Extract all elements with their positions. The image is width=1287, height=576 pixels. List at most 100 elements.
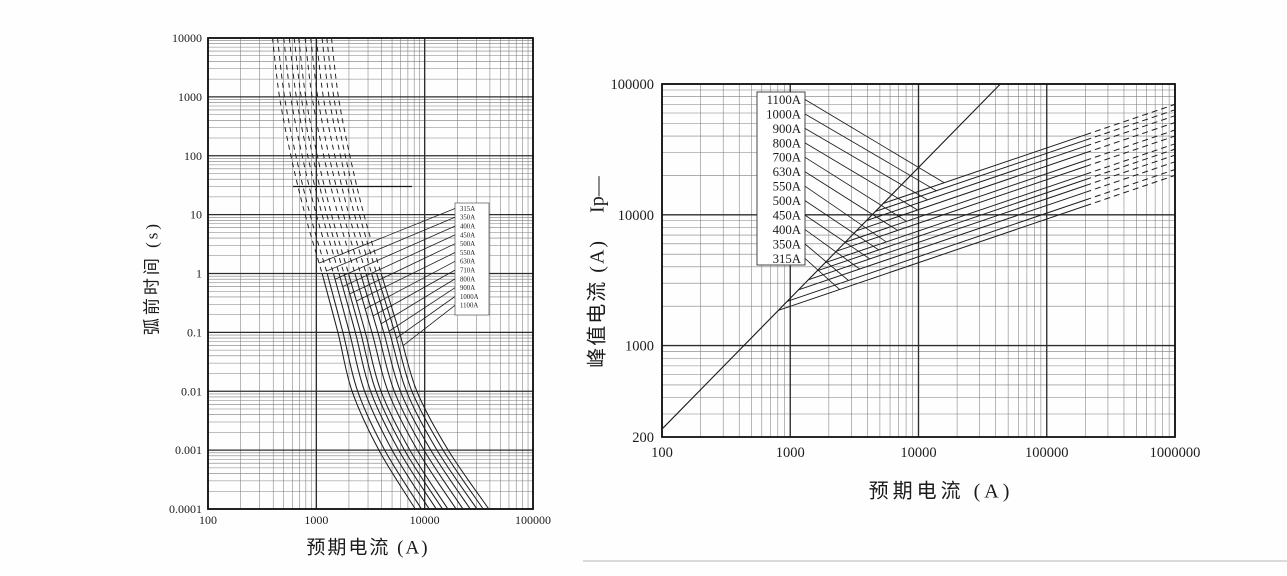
curve-550A (347, 273, 449, 510)
y-tick: 0.1 (187, 325, 202, 339)
legend-label-500A: 500A (773, 194, 802, 208)
curve-630A-upper-dashed (304, 37, 356, 274)
legend-label-630A: 630A (773, 165, 802, 179)
curve-400A (332, 273, 430, 510)
curve-1100A-upper-dashed (331, 37, 382, 274)
curve-630A-dashed-end (1085, 135, 1176, 167)
legend-label-350A: 350A (460, 215, 475, 222)
curve-1000A-upper-dashed (326, 37, 378, 274)
legend-label-315A: 315A (460, 206, 475, 213)
left-chart-curves (272, 37, 490, 510)
legend-label-800A: 800A (773, 136, 802, 150)
x-tick: 100000 (1025, 445, 1069, 461)
curve-1100A (882, 134, 1086, 204)
curve-800A-upper-dashed (315, 37, 367, 274)
legend-label-900A: 900A (460, 285, 475, 292)
left-chart-y-axis-title: 弧前时间 (s) (142, 220, 162, 336)
legend-label-1000A: 1000A (766, 107, 802, 121)
curve-1000A-dashed-end (1085, 109, 1176, 141)
curve-350A-dashed-end (1085, 169, 1176, 201)
curve-1000A (376, 273, 484, 510)
curve-900A-dashed-end (1085, 115, 1176, 147)
curve-315A-dashed-end (1085, 174, 1176, 207)
curve-1100A (380, 273, 490, 510)
curve-315A (778, 205, 1086, 311)
legend-label-550A: 550A (460, 250, 475, 257)
x-tick: 100000 (515, 513, 551, 527)
legend-box (756, 91, 806, 266)
right-chart-grid-border (661, 83, 1176, 438)
curve-700A (845, 160, 1086, 243)
y-tick: 100000 (611, 77, 655, 93)
y-tick: 100 (184, 149, 202, 163)
curve-1000A (874, 139, 1086, 212)
legend-label-800A: 800A (460, 276, 475, 283)
x-tick: 10000 (410, 513, 440, 527)
curve-630A (836, 166, 1086, 252)
legend-label-400A: 400A (460, 224, 475, 231)
y-tick: 1000 (625, 339, 654, 355)
curve-800A (365, 273, 471, 510)
legend-label-550A: 550A (773, 180, 802, 194)
curve-550A (824, 173, 1086, 264)
curve-550A-dashed-end (1085, 143, 1176, 175)
right-chart-reference-line (661, 83, 1001, 430)
legend-label-700A: 700A (773, 151, 802, 165)
right-chart-legend: 1100A1000A900A800A700A630A550A500A450A40… (756, 91, 945, 290)
y-tick: 0.001 (175, 443, 202, 457)
left-chart-grid-border (207, 37, 534, 510)
y-tick: 0.0001 (169, 502, 202, 516)
legend-label-500A: 500A (460, 241, 475, 248)
legend-label-450A: 450A (773, 209, 802, 223)
curve-900A (371, 273, 478, 510)
legend-label-400A: 400A (773, 223, 802, 237)
x-tick: 10000 (900, 445, 936, 461)
x-tick: 1000 (776, 445, 805, 461)
curve-350A-upper-dashed (277, 37, 328, 274)
curve-630A (354, 273, 457, 510)
curve-450A-upper-dashed (288, 37, 340, 274)
right-chart-curves (778, 103, 1176, 311)
x-tick: 1000000 (1150, 445, 1201, 461)
right-chart-y-axis-title: 峰值电流 (A) Ip— (581, 176, 610, 367)
curve-550A-upper-dashed (298, 37, 349, 274)
x-tick: 100 (199, 513, 217, 527)
x-tick: 1000 (304, 513, 328, 527)
right-chart-y-axis-arrow-label: Ip— (586, 176, 609, 213)
curve-900A (866, 145, 1086, 222)
curve-500A (817, 179, 1086, 272)
curve-450A (808, 185, 1086, 281)
legend-label-1000A: 1000A (460, 294, 479, 301)
right-chart-x-axis-title: 预期电流 (A) (868, 480, 1014, 503)
curve-315A (321, 273, 416, 510)
legend-label-350A: 350A (773, 237, 802, 251)
curve-500A-dashed-end (1085, 148, 1176, 181)
y-tick: 10000 (172, 31, 202, 45)
legend-label-1100A: 1100A (767, 93, 802, 107)
y-tick: 10000 (618, 208, 654, 224)
curve-800A-dashed-end (1085, 122, 1176, 154)
curve-1100A-dashed-end (1085, 103, 1176, 136)
curve-450A-dashed-end (1085, 154, 1176, 187)
y-tick: 200 (632, 430, 654, 446)
legend-label-630A: 630A (460, 259, 475, 266)
left-chart-grid (207, 37, 534, 510)
curve-500A-upper-dashed (293, 37, 345, 274)
legend-label-315A: 315A (773, 252, 802, 266)
curve-710A-upper-dashed (310, 37, 362, 274)
legend-label-900A: 900A (773, 122, 802, 136)
curve-315A-upper-dashed (272, 37, 323, 274)
y-tick: 10 (190, 208, 202, 222)
curve-350A (326, 273, 422, 510)
curve-400A-upper-dashed (283, 37, 334, 274)
legend-label-710A: 710A (460, 268, 475, 275)
right-chart-y-axis-label: 峰值电流 (A) (586, 238, 609, 368)
curve-450A (338, 273, 437, 510)
curve-400A-dashed-end (1085, 161, 1176, 193)
y-tick: 0.01 (181, 384, 202, 398)
